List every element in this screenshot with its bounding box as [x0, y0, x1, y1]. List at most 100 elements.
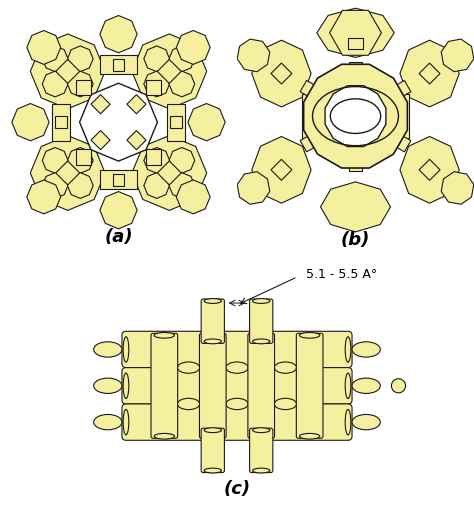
FancyBboxPatch shape [250, 428, 273, 472]
FancyBboxPatch shape [296, 333, 323, 438]
FancyBboxPatch shape [250, 299, 273, 344]
Polygon shape [157, 60, 181, 83]
Ellipse shape [253, 428, 270, 433]
Ellipse shape [94, 414, 122, 430]
Polygon shape [127, 130, 146, 150]
Ellipse shape [177, 399, 200, 410]
Polygon shape [325, 86, 386, 147]
Ellipse shape [253, 468, 270, 473]
Ellipse shape [274, 362, 297, 373]
Polygon shape [300, 134, 318, 152]
Polygon shape [132, 34, 207, 109]
Ellipse shape [154, 434, 174, 439]
Polygon shape [144, 173, 170, 199]
Polygon shape [42, 148, 68, 173]
FancyBboxPatch shape [122, 331, 352, 367]
Polygon shape [56, 60, 80, 83]
Polygon shape [393, 80, 411, 98]
Polygon shape [302, 94, 328, 138]
Polygon shape [67, 148, 93, 173]
Ellipse shape [352, 342, 380, 357]
Polygon shape [132, 135, 207, 210]
Polygon shape [167, 103, 185, 141]
Polygon shape [169, 173, 195, 199]
Polygon shape [30, 34, 105, 109]
Ellipse shape [392, 379, 406, 393]
FancyBboxPatch shape [248, 333, 274, 438]
Ellipse shape [345, 409, 351, 435]
Polygon shape [308, 109, 321, 123]
Ellipse shape [253, 299, 270, 303]
Polygon shape [304, 64, 407, 168]
Polygon shape [146, 149, 161, 164]
Polygon shape [317, 8, 394, 58]
Ellipse shape [123, 337, 129, 362]
Polygon shape [169, 71, 195, 97]
FancyBboxPatch shape [122, 367, 352, 404]
Ellipse shape [154, 332, 174, 338]
Ellipse shape [123, 373, 129, 399]
Polygon shape [441, 172, 474, 204]
Text: (a): (a) [104, 228, 133, 246]
Polygon shape [67, 71, 93, 97]
Ellipse shape [345, 337, 351, 362]
Polygon shape [252, 136, 311, 203]
Polygon shape [80, 83, 157, 161]
Polygon shape [146, 80, 161, 95]
Polygon shape [12, 103, 49, 141]
Polygon shape [113, 174, 124, 186]
Ellipse shape [94, 342, 122, 357]
Polygon shape [91, 95, 110, 114]
Polygon shape [271, 63, 292, 84]
Polygon shape [349, 62, 362, 74]
Ellipse shape [204, 339, 221, 344]
Ellipse shape [202, 434, 223, 439]
Polygon shape [67, 173, 93, 199]
Polygon shape [144, 46, 170, 72]
Ellipse shape [226, 399, 248, 410]
Polygon shape [348, 38, 363, 49]
Ellipse shape [352, 378, 380, 393]
Polygon shape [91, 130, 110, 150]
Polygon shape [300, 80, 318, 98]
Polygon shape [393, 134, 411, 152]
Polygon shape [67, 46, 93, 72]
Polygon shape [100, 15, 137, 53]
Polygon shape [100, 171, 137, 189]
Ellipse shape [226, 362, 248, 373]
Polygon shape [400, 40, 459, 107]
Polygon shape [237, 39, 270, 72]
Polygon shape [329, 10, 382, 55]
Polygon shape [419, 159, 440, 180]
Polygon shape [237, 172, 270, 204]
Ellipse shape [123, 409, 129, 435]
Polygon shape [169, 46, 195, 72]
Polygon shape [42, 173, 68, 199]
Polygon shape [170, 116, 182, 128]
Polygon shape [144, 71, 170, 97]
FancyBboxPatch shape [201, 299, 224, 344]
Polygon shape [271, 159, 292, 180]
Polygon shape [383, 94, 409, 138]
Polygon shape [157, 161, 181, 185]
Ellipse shape [274, 399, 297, 410]
Text: (b): (b) [341, 231, 370, 249]
Ellipse shape [94, 378, 122, 393]
Polygon shape [390, 109, 403, 123]
Polygon shape [176, 31, 210, 64]
Ellipse shape [204, 468, 221, 473]
Polygon shape [176, 180, 210, 214]
Polygon shape [55, 116, 67, 128]
Ellipse shape [253, 339, 270, 344]
Polygon shape [419, 63, 440, 84]
Polygon shape [144, 148, 170, 173]
Polygon shape [76, 80, 91, 95]
Polygon shape [100, 55, 137, 74]
Polygon shape [127, 95, 146, 114]
Polygon shape [42, 46, 68, 72]
FancyBboxPatch shape [122, 404, 352, 440]
Polygon shape [349, 158, 362, 171]
Ellipse shape [204, 299, 221, 303]
FancyBboxPatch shape [200, 333, 226, 438]
Ellipse shape [251, 434, 272, 439]
